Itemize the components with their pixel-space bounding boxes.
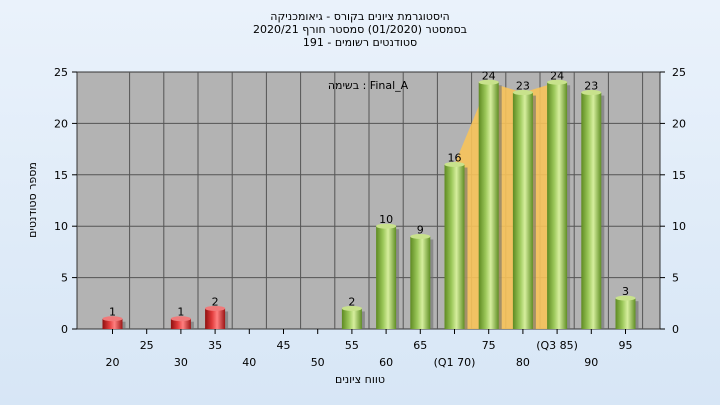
x-tick-label: (Q3 85) xyxy=(536,339,578,352)
bar-cap xyxy=(547,79,568,85)
x-tick-label: 60 xyxy=(379,356,393,369)
bar-cap xyxy=(170,316,191,322)
y-axis-title: מספר סטודנטים xyxy=(26,162,39,238)
y-axis-left: 0 5 10 15 20 25 xyxy=(54,66,77,336)
data-label: 3 xyxy=(622,285,629,298)
bar-cap xyxy=(410,233,431,239)
x-tick-label: 25 xyxy=(140,339,154,352)
bar-cap xyxy=(478,79,499,85)
y-tick-label: 20 xyxy=(54,117,68,130)
data-labels: 1 1 2 2 10 9 16 24 23 24 23 3 xyxy=(109,69,629,318)
x-tick-label: 55 xyxy=(345,339,359,352)
x-tick-label: 45 xyxy=(277,339,291,352)
bar xyxy=(444,164,465,329)
bar-cap xyxy=(512,90,533,96)
x-tick-label: 40 xyxy=(242,356,256,369)
data-label: 2 xyxy=(212,295,219,308)
y-tick-label: 25 xyxy=(54,66,68,79)
title-line-3: סטודנטים רשומים - 191 xyxy=(303,36,417,49)
bar xyxy=(547,82,568,329)
y-tick-label-right: 0 xyxy=(672,323,679,336)
data-label: 2 xyxy=(348,295,355,308)
chart-title: היסטוגרמת ציונים בקורס - גיאומכניקה בסמס… xyxy=(253,10,467,49)
bar-cap xyxy=(341,305,362,311)
bar xyxy=(205,308,226,329)
bar xyxy=(615,298,636,329)
x-tick-label: (Q1 70) xyxy=(434,356,476,369)
data-label: 23 xyxy=(516,80,530,93)
y-tick-label-right: 20 xyxy=(672,117,686,130)
title-line-2: בסמסטר (01/2020) סמסטר חורף 2020/21 xyxy=(253,23,467,36)
legend: בשימה : Final_A xyxy=(328,79,409,92)
title-line-1: היסטוגרמת ציונים בקורס - גיאומכניקה xyxy=(270,10,449,23)
bar xyxy=(341,308,362,329)
x-axis: 20 25 30 35 40 45 50 55 60 65 (Q1 70) 75 80 (Q3 85) 90… xyxy=(106,329,633,369)
x-tick-label: 30 xyxy=(174,356,188,369)
data-label: 1 xyxy=(177,306,184,319)
data-label: 24 xyxy=(482,69,496,82)
bar-cap xyxy=(615,295,636,301)
bar-cap xyxy=(102,316,123,322)
x-axis-title: טווח ציונים xyxy=(335,373,385,386)
bar-cap xyxy=(581,90,602,96)
y-tick-label: 10 xyxy=(54,220,68,233)
data-label: 10 xyxy=(379,213,393,226)
bar xyxy=(376,226,397,329)
y-tick-label-right: 5 xyxy=(672,272,679,285)
x-tick-label: 50 xyxy=(311,356,325,369)
bar xyxy=(410,236,431,329)
data-label: 1 xyxy=(109,306,116,319)
bar xyxy=(170,318,191,329)
x-tick-label: 65 xyxy=(413,339,427,352)
x-tick-label: 90 xyxy=(584,356,598,369)
data-label: 9 xyxy=(417,223,424,236)
bar xyxy=(581,92,602,329)
bar xyxy=(478,82,499,329)
bar xyxy=(102,318,123,329)
y-tick-label-right: 10 xyxy=(672,220,686,233)
y-tick-label: 0 xyxy=(61,323,68,336)
x-tick-label: 20 xyxy=(106,356,120,369)
y-tick-label-right: 15 xyxy=(672,169,686,182)
data-label: 23 xyxy=(584,80,598,93)
y-tick-label: 5 xyxy=(61,272,68,285)
data-label: 16 xyxy=(448,152,462,165)
y-tick-label: 15 xyxy=(54,169,68,182)
x-tick-label: 75 xyxy=(482,339,496,352)
y-axis-right: 0 5 10 15 20 25 xyxy=(660,66,686,336)
bars xyxy=(102,79,639,329)
bar-cap xyxy=(444,162,465,168)
x-tick-label: 35 xyxy=(208,339,222,352)
data-label: 24 xyxy=(550,69,564,82)
x-tick-label: 95 xyxy=(619,339,633,352)
bar-cap xyxy=(205,305,226,311)
bar-cap xyxy=(376,223,397,229)
x-tick-label: 80 xyxy=(516,356,530,369)
y-tick-label-right: 25 xyxy=(672,66,686,79)
bar xyxy=(512,92,533,329)
